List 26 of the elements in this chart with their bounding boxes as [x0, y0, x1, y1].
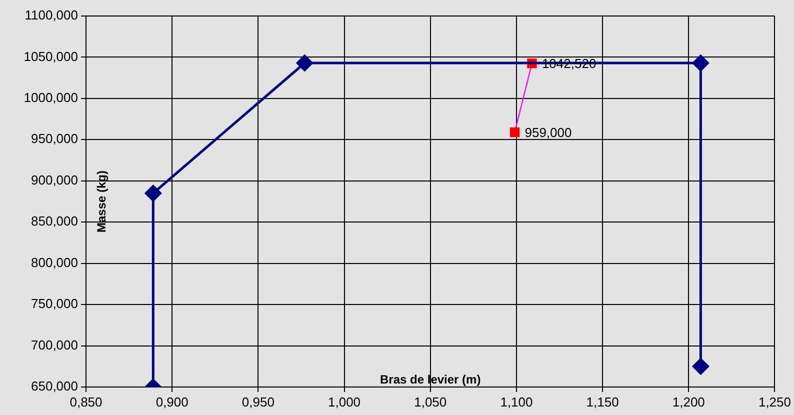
x-tick-label: 1,000	[328, 394, 361, 410]
x-tick-label: 1,200	[672, 394, 705, 410]
y-tick-label: 1050,000	[24, 48, 78, 64]
point	[692, 54, 709, 72]
y-tick-label: 1100,000	[24, 8, 78, 23]
x-tick-label: 1,050	[414, 394, 447, 410]
y-tick-label: 800,000	[31, 254, 78, 270]
x-tick-label: 0,900	[156, 394, 188, 410]
y-tick-label: 950,000	[31, 131, 78, 146]
y-tick-label: 750,000	[31, 296, 78, 312]
point	[296, 54, 313, 72]
point	[692, 358, 709, 375]
point	[510, 127, 520, 138]
x-tick-label: 1,150	[586, 394, 619, 410]
y-tick-label: 650,000	[31, 378, 78, 394]
point	[144, 185, 162, 202]
x-tick-label: 1,250	[758, 394, 792, 410]
y-tick-label: 1000,000	[24, 90, 78, 106]
y-tick-label: 700,000	[31, 337, 78, 352]
y-tick-label: 900,000	[31, 172, 78, 188]
y-axis-title: Masse (kg)	[94, 170, 108, 233]
x-tick-label: 0,850	[70, 394, 102, 410]
y-tick-label: 850,000	[31, 214, 78, 229]
x-tick-label: 0,950	[242, 394, 274, 410]
data-label: 959,000	[524, 124, 572, 140]
x-tick-label: 1,100	[500, 394, 533, 410]
